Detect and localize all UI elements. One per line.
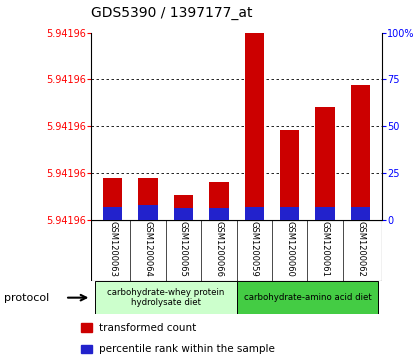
Bar [315, 107, 335, 220]
Text: GDS5390 / 1397177_at: GDS5390 / 1397177_at [91, 5, 253, 20]
Bar [280, 130, 300, 220]
Bar [209, 182, 229, 220]
Text: protocol: protocol [4, 293, 49, 303]
Bar [351, 85, 370, 220]
Bar [173, 208, 193, 220]
Bar [244, 207, 264, 220]
Text: carbohydrate-amino acid diet: carbohydrate-amino acid diet [244, 293, 371, 302]
Bar [138, 179, 158, 220]
Bar [95, 281, 237, 314]
Bar [351, 207, 370, 220]
Bar [209, 208, 229, 220]
Bar [173, 195, 193, 220]
Bar [138, 205, 158, 220]
Text: GSM1200065: GSM1200065 [179, 221, 188, 277]
Bar [315, 207, 335, 220]
Bar [103, 207, 122, 220]
Bar [81, 323, 92, 332]
Text: GSM1200062: GSM1200062 [356, 221, 365, 277]
Text: percentile rank within the sample: percentile rank within the sample [99, 344, 274, 354]
Bar [81, 344, 92, 353]
Text: GSM1200060: GSM1200060 [285, 221, 294, 277]
Text: GSM1200059: GSM1200059 [250, 221, 259, 277]
Bar [103, 179, 122, 220]
Bar [280, 207, 300, 220]
Text: GSM1200066: GSM1200066 [214, 221, 223, 277]
Text: carbohydrate-whey protein
hydrolysate diet: carbohydrate-whey protein hydrolysate di… [107, 288, 225, 307]
Text: transformed count: transformed count [99, 323, 196, 333]
Text: GSM1200063: GSM1200063 [108, 221, 117, 277]
Bar [237, 281, 378, 314]
Text: GSM1200061: GSM1200061 [321, 221, 330, 277]
Bar [244, 33, 264, 220]
Text: GSM1200064: GSM1200064 [144, 221, 152, 277]
